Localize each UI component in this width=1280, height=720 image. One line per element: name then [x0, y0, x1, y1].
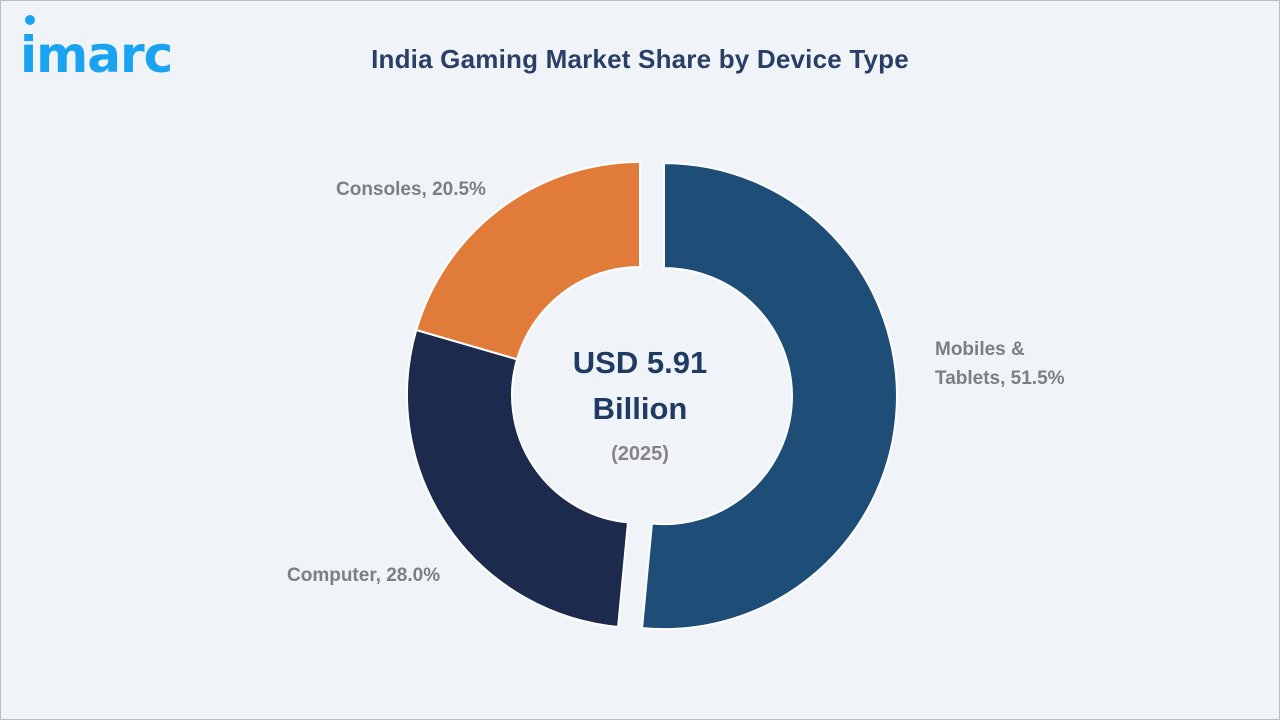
- label-computer: Computer, 28.0%: [287, 565, 441, 586]
- slice-mobiles-tablets: [640, 162, 898, 631]
- slice-consoles: [415, 160, 641, 361]
- label-mobiles-line1: Mobiles &: [935, 339, 1025, 360]
- imarc-logo: imarc: [20, 15, 173, 84]
- chart-title: India Gaming Market Share by Device Type: [371, 44, 909, 74]
- label-consoles: Consoles, 20.5%: [336, 179, 486, 200]
- slice-computer: [406, 328, 630, 629]
- center-value-line1: USD 5.91: [572, 345, 708, 380]
- label-mobiles-tablets: Mobiles & Tablets, 51.5%: [935, 335, 1065, 393]
- center-year: (2025): [611, 443, 669, 465]
- label-mobiles-line2: Tablets, 51.5%: [935, 368, 1065, 389]
- center-total-value: USD 5.91 Billion: [540, 340, 740, 432]
- logo-text: imarc: [20, 26, 172, 84]
- center-value-line2: Billion: [592, 391, 688, 426]
- logo-dot-icon: [25, 15, 35, 25]
